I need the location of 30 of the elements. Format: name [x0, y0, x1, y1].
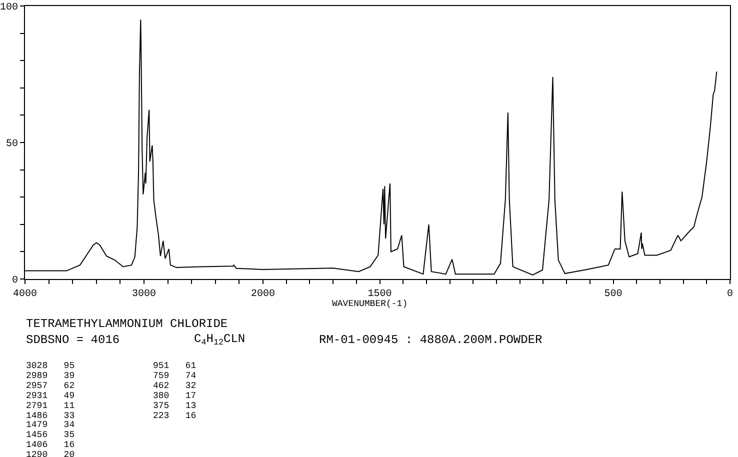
text: 223 16 — [153, 411, 196, 421]
x-tick-label: 1500 — [368, 289, 392, 300]
x-tick-label: 4000 — [12, 289, 38, 300]
text: 951 61 — [153, 361, 196, 371]
text: 1290 20 — [26, 450, 75, 457]
text: 759 74 — [153, 371, 196, 381]
text: 380 17 — [153, 391, 196, 401]
y-tick-label: 0 — [12, 276, 18, 286]
text: 462 32 — [153, 381, 196, 391]
text: C$_{4}$H$_{12}$CLN — [194, 332, 246, 348]
text: 1486 33 — [26, 411, 75, 421]
text: 375 13 — [153, 401, 196, 411]
x-tick-label: 0 — [726, 289, 734, 300]
text: 1456 35 — [26, 430, 75, 440]
x-tick-label: 3000 — [132, 289, 156, 300]
text: SDBSNO = 4016 — [26, 333, 120, 347]
text: 3028 95 — [26, 361, 75, 371]
text: 2957 62 — [26, 381, 75, 391]
y-tick-label: 100 — [0, 2, 18, 14]
text: 2791 11 — [26, 401, 75, 411]
text: 1479 34 — [26, 420, 75, 430]
text: 2989 39 — [26, 371, 75, 381]
x-tick-label: 500 — [604, 289, 622, 300]
text: 1406 16 — [26, 440, 75, 450]
x-tick-label: 2000 — [250, 289, 276, 300]
text: RM-01-00945 : 4880A.200M.POWDER — [319, 333, 542, 347]
text: TETRAMETHYLAMMONIUM CHLORIDE — [26, 317, 228, 331]
y-tick-label: 50 — [6, 139, 18, 150]
text: 2931 49 — [26, 391, 75, 401]
x-axis-title: WAVENUMBER(-1) — [332, 299, 408, 309]
